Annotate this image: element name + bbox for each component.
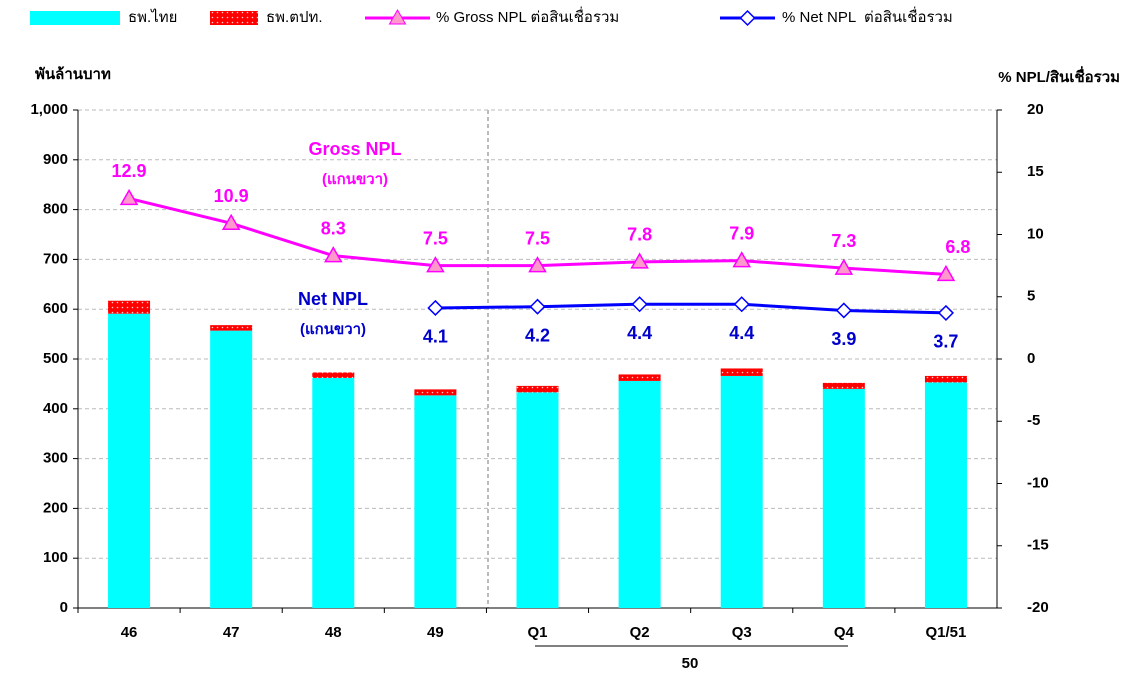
marker xyxy=(834,258,854,275)
legend-label: % Gross NPL ต่อสินเชื่อรวม xyxy=(436,6,619,26)
bar xyxy=(312,377,355,608)
y2-tick-label: -5 xyxy=(1027,412,1040,429)
data-label: 7.9 xyxy=(729,223,754,243)
y-tick-label: 700 xyxy=(43,250,68,267)
marker xyxy=(221,213,241,231)
bar xyxy=(108,313,151,608)
x-tick-label: 47 xyxy=(223,624,240,641)
marker xyxy=(119,188,139,206)
bar xyxy=(312,372,355,378)
marker xyxy=(631,296,648,313)
data-label: 4.4 xyxy=(729,323,754,343)
y2-tick-label: -20 xyxy=(1027,599,1049,616)
y2-tick-label: 5 xyxy=(1027,288,1035,305)
data-label: 4.2 xyxy=(525,325,550,345)
bar xyxy=(618,374,661,381)
x-tick-label: Q1/51 xyxy=(926,624,967,641)
data-label: 7.5 xyxy=(525,228,550,248)
y-tick-label: 400 xyxy=(43,400,68,417)
x-tick-label: Q2 xyxy=(630,624,650,641)
bar xyxy=(924,375,967,383)
x-tick-label: 46 xyxy=(121,624,138,641)
bar xyxy=(414,389,457,396)
data-label: 7.5 xyxy=(423,228,448,248)
annotation: Net NPL xyxy=(298,289,368,309)
marker xyxy=(426,256,445,273)
bar xyxy=(414,395,457,608)
data-label: 6.8 xyxy=(945,237,970,257)
data-label: 12.9 xyxy=(112,161,147,181)
bar xyxy=(618,380,661,608)
y-tick-label: 600 xyxy=(43,300,68,317)
data-label: 7.8 xyxy=(627,225,652,245)
y-tick-label: 800 xyxy=(43,201,68,218)
y2-tick-label: -10 xyxy=(1027,474,1049,491)
y2-tick-label: 10 xyxy=(1027,225,1044,242)
y-axis-title: พันล้านบาท xyxy=(35,66,111,83)
legend-swatch xyxy=(30,11,120,25)
marker xyxy=(936,264,956,282)
marker xyxy=(528,256,547,273)
marker xyxy=(937,304,955,321)
data-label: 3.7 xyxy=(933,332,958,352)
annotation: (แกนขวา) xyxy=(300,321,366,338)
marker xyxy=(529,298,546,315)
x-tick-label: Q4 xyxy=(834,624,855,641)
legend-label: ธพ.ตปท. xyxy=(266,9,323,26)
y-tick-label: 100 xyxy=(43,549,68,566)
marker xyxy=(732,251,752,268)
data-label: 4.4 xyxy=(627,323,652,343)
legend-marker xyxy=(388,8,407,25)
marker xyxy=(733,296,750,313)
legend-label: % Net NPL ต่อสินเชื่อรวม xyxy=(782,6,953,26)
bar xyxy=(516,392,559,608)
y-tick-label: 300 xyxy=(43,450,68,467)
y2-axis-title: % NPL/สินเชื่อรวม xyxy=(998,66,1120,86)
y-tick-label: 500 xyxy=(43,350,68,367)
x-tick-label: Q1 xyxy=(527,624,547,641)
line xyxy=(435,302,946,315)
bar xyxy=(108,300,151,314)
data-label: 7.3 xyxy=(831,231,856,251)
marker xyxy=(835,302,852,319)
bar xyxy=(210,325,253,331)
data-label: 8.3 xyxy=(321,218,346,238)
legend-swatch xyxy=(210,11,258,25)
bar xyxy=(516,385,559,393)
y-tick-label: 200 xyxy=(43,499,68,516)
data-label: 4.1 xyxy=(423,327,448,347)
y2-tick-label: -15 xyxy=(1027,537,1049,554)
bar xyxy=(924,382,967,608)
bar xyxy=(720,375,763,608)
bar xyxy=(210,330,253,608)
marker xyxy=(427,299,444,317)
y-tick-label: 900 xyxy=(43,151,68,168)
x-tick-label: Q3 xyxy=(732,624,752,641)
legend-marker xyxy=(739,9,756,27)
x-tick-label: 48 xyxy=(325,624,342,641)
y-tick-label: 1,000 xyxy=(30,101,68,118)
marker xyxy=(630,252,649,269)
marker xyxy=(323,246,343,263)
y2-tick-label: 0 xyxy=(1027,350,1035,367)
data-label: 10.9 xyxy=(214,186,249,206)
y2-tick-label: 20 xyxy=(1027,101,1044,118)
y-tick-label: 0 xyxy=(60,599,68,616)
x-tick-label: 49 xyxy=(427,624,444,641)
bar xyxy=(822,388,865,608)
legend-label: ธพ.ไทย xyxy=(128,8,177,26)
annotation: (แกนขวา) xyxy=(322,171,388,188)
bar xyxy=(822,382,865,389)
group-label: 50 xyxy=(682,655,699,672)
bar xyxy=(720,368,763,376)
data-label: 3.9 xyxy=(831,329,856,349)
annotation: Gross NPL xyxy=(308,139,401,159)
y2-tick-label: 15 xyxy=(1027,163,1044,180)
